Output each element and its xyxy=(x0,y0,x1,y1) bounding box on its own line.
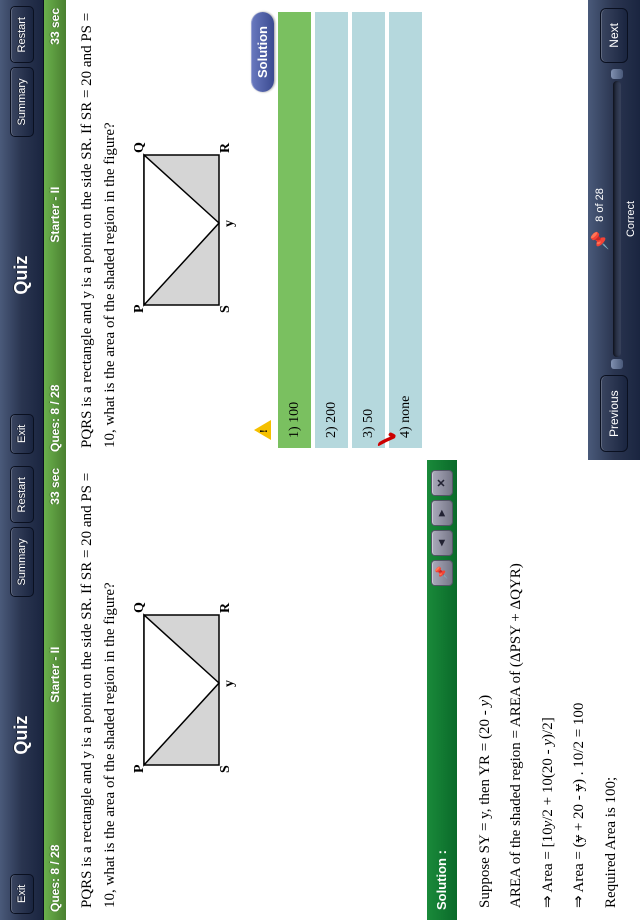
svg-text:R: R xyxy=(218,602,233,613)
close-icon[interactable]: ✕ xyxy=(431,470,453,496)
status-bar: Ques: 8 / 28 Starter - II 33 sec xyxy=(44,460,66,920)
summary-button[interactable]: Summary xyxy=(10,527,34,596)
answer-status: Correct xyxy=(625,201,637,237)
summary-button[interactable]: Summary xyxy=(10,67,34,136)
svg-text:R: R xyxy=(218,142,233,153)
level-label: Starter - II xyxy=(48,45,62,385)
solution-button[interactable]: Solution xyxy=(251,12,274,92)
solution-line-5: Required Area is 100; xyxy=(599,472,625,908)
status-bar: Ques: 8 / 28 Starter - II 33 sec xyxy=(44,0,66,460)
exit-button[interactable]: Exit xyxy=(10,874,34,914)
answer-option-1[interactable]: 1) 100 xyxy=(278,12,311,448)
answer-option-2[interactable]: 2) 200 xyxy=(315,12,348,448)
navbar: Exit Quiz Summary Restart xyxy=(0,0,44,460)
quiz-screen-solution: Exit Quiz Summary Restart Ques: 8 / 28 S… xyxy=(0,460,640,920)
question-content: PQRS is a rectangle and y is a point on … xyxy=(66,0,588,460)
svg-text:S: S xyxy=(218,305,233,313)
solution-header: Solution : 📌 ◄ ► ✕ xyxy=(427,460,457,920)
solution-header-label: Solution : xyxy=(434,590,449,910)
nav-title: Quiz xyxy=(11,601,32,870)
restart-button[interactable]: Restart xyxy=(10,466,34,523)
svg-text:P: P xyxy=(132,764,147,773)
prev-page-icon[interactable]: ◄ xyxy=(431,530,453,556)
quiz-screen-answers: Exit Quiz Summary Restart Ques: 8 / 28 S… xyxy=(0,0,640,460)
svg-text:y: y xyxy=(222,220,237,227)
exit-button[interactable]: Exit xyxy=(10,414,34,454)
geometry-figure: P Q S R y xyxy=(129,472,239,908)
question-counter: Ques: 8 / 28 xyxy=(48,385,62,452)
level-label: Starter - II xyxy=(48,505,62,845)
solution-line-1: Suppose SY = y, then YR = (20 - y) xyxy=(473,472,499,908)
question-text: PQRS is a rectangle and y is a point on … xyxy=(76,472,121,908)
nav-title: Quiz xyxy=(11,141,32,410)
question-text: PQRS is a rectangle and y is a point on … xyxy=(76,12,121,448)
solution-body: Suppose SY = y, then YR = (20 - y) AREA … xyxy=(457,460,640,920)
navbar: Exit Quiz Summary Restart xyxy=(0,460,44,920)
footer-bar: Previous 📌 8 of 28 Correct Nex xyxy=(588,0,640,460)
progress-slider[interactable] xyxy=(611,69,623,370)
svg-text:P: P xyxy=(132,304,147,313)
question-counter: Ques: 8 / 28 xyxy=(48,845,62,912)
svg-text:Q: Q xyxy=(132,602,147,613)
timer-label: 33 sec xyxy=(48,8,62,45)
previous-button[interactable]: Previous xyxy=(600,375,628,452)
next-page-icon[interactable]: ► xyxy=(431,500,453,526)
solution-line-3: ⇒ Area = [10y/2 + 10(20 - y)/2] xyxy=(536,472,562,908)
pin-icon[interactable]: 📌 xyxy=(591,232,609,250)
answer-option-4[interactable]: 4) none xyxy=(389,12,422,448)
svg-text:y: y xyxy=(222,680,237,687)
solution-line-4: ⇒ Area = (y + 20 - y) . 10/2 = 100 xyxy=(567,472,593,908)
answer-option-3[interactable]: 3) 50 xyxy=(352,12,385,448)
next-button[interactable]: Next xyxy=(600,8,628,63)
timer-label: 33 sec xyxy=(48,468,62,505)
svg-text:S: S xyxy=(218,765,233,773)
svg-text:Q: Q xyxy=(132,142,147,153)
pin-icon[interactable]: 📌 xyxy=(431,560,453,586)
warning-icon xyxy=(254,420,271,440)
restart-button[interactable]: Restart xyxy=(10,6,34,63)
page-indicator: 8 of 28 xyxy=(594,188,606,222)
question-content: PQRS is a rectangle and y is a point on … xyxy=(66,460,427,920)
answer-list: 1) 100 2) 200 3) 50 4) none xyxy=(278,12,422,448)
geometry-figure: P Q S R y xyxy=(129,12,239,448)
solution-line-2: AREA of the shaded region = AREA of (ΔPS… xyxy=(504,472,530,908)
